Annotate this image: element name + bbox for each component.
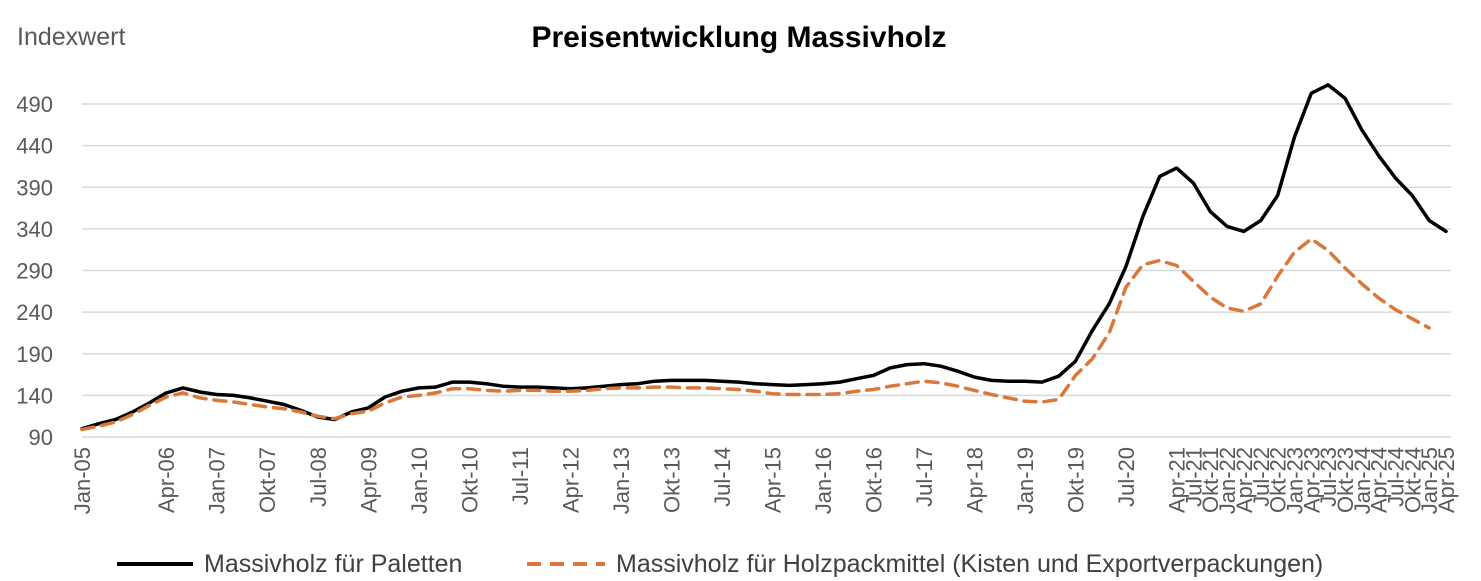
x-tick-label-jan-24: Jan-24 xyxy=(1350,447,1375,514)
y-tick-labels: 90 140 190 240 290 340 390 440 490 xyxy=(16,92,53,450)
x-tick-label-apr-12: Apr-12 xyxy=(558,447,583,513)
y-tick-label-340: 340 xyxy=(16,217,53,242)
y-tick-label-190: 190 xyxy=(16,342,53,367)
x-tick-label-jul-22: Jul-22 xyxy=(1249,447,1274,507)
y-tick-label-490: 490 xyxy=(16,92,53,117)
x-tick-label-apr-18: Apr-18 xyxy=(963,447,988,513)
x-tick-label-jul-20: Jul-20 xyxy=(1114,447,1139,507)
x-tick-label-okt-13: Okt-13 xyxy=(659,447,684,513)
y-tick-label-140: 140 xyxy=(16,383,53,408)
series-line-holzpackmittel xyxy=(80,237,1431,432)
x-tick-label-apr-25: Apr-25 xyxy=(1434,447,1459,513)
x-tick-label-jul-08: Jul-08 xyxy=(306,447,331,507)
x-tick-label-okt-16: Okt-16 xyxy=(862,447,887,513)
x-tick-label-okt-22: Okt-22 xyxy=(1266,447,1291,513)
x-tick-label-jan-22: Jan-22 xyxy=(1215,447,1240,514)
chart-title: Preisentwicklung Massivholz xyxy=(531,21,946,54)
x-tick-label-jul-23: Jul-23 xyxy=(1316,447,1341,507)
y-tick-label-390: 390 xyxy=(16,175,53,200)
x-tick-labels: Jan-05 Apr-06 Jan-07 Okt-07 Jul-08 Apr-09 Jan-… xyxy=(70,447,1459,514)
x-tick-label-okt-07: Okt-07 xyxy=(255,447,280,513)
y-tick-label-440: 440 xyxy=(16,134,53,159)
x-tick-label-jul-17: Jul-17 xyxy=(912,447,937,507)
x-tick-label-jan-25: Jan-25 xyxy=(1417,447,1442,514)
x-tick-label-jul-11: Jul-11 xyxy=(508,447,533,505)
legend-label-paletten: Massivholz für Paletten xyxy=(204,550,462,578)
x-tick-label-apr-09: Apr-09 xyxy=(356,447,381,513)
x-tick-label-okt-10: Okt-10 xyxy=(457,447,482,513)
y-tick-label-240: 240 xyxy=(16,300,53,325)
series-lines xyxy=(80,83,1448,432)
x-tick-label-apr-15: Apr-15 xyxy=(760,447,785,513)
x-tick-label-okt-21: Okt-21 xyxy=(1198,447,1223,513)
x-tick-label-jan-13: Jan-13 xyxy=(609,447,634,514)
x-tick-label-apr-24: Apr-24 xyxy=(1367,447,1392,513)
x-tick-label-jul-14: Jul-14 xyxy=(710,447,735,507)
x-tick-label-jul-24: Jul-24 xyxy=(1384,447,1409,507)
gridlines xyxy=(82,103,1451,438)
x-tick-label-jan-23: Jan-23 xyxy=(1282,447,1307,514)
x-tick-label-okt-19: Okt-19 xyxy=(1064,447,1089,513)
x-tick-label-apr-06: Apr-06 xyxy=(154,447,179,513)
x-tick-label-okt-24: Okt-24 xyxy=(1400,447,1425,513)
x-tick-label-jan-05: Jan-05 xyxy=(70,447,95,514)
x-tick-label-jan-10: Jan-10 xyxy=(407,447,432,514)
y-axis-label: Indexwert xyxy=(17,23,125,51)
legend-label-holzpackmittel: Massivholz für Holzpackmittel (Kisten un… xyxy=(616,550,1323,578)
legend: Massivholz für Paletten Massivholz für H… xyxy=(117,550,1323,578)
x-tick-label-jan-07: Jan-07 xyxy=(205,447,230,514)
y-tick-label-90: 90 xyxy=(29,425,53,450)
x-tick-label-apr-22: Apr-22 xyxy=(1232,447,1257,513)
x-tick-label-jan-16: Jan-16 xyxy=(811,447,836,514)
x-tick-label-apr-21: Apr-21 xyxy=(1165,447,1190,513)
x-tick-label-jul-21: Jul-21 xyxy=(1181,447,1206,507)
series-line-paletten xyxy=(80,83,1448,431)
x-tick-label-okt-23: Okt-23 xyxy=(1333,447,1358,513)
x-tick-label-apr-23: Apr-23 xyxy=(1299,447,1324,513)
x-tick-label-jan-19: Jan-19 xyxy=(1013,447,1038,514)
y-tick-label-290: 290 xyxy=(16,259,53,284)
